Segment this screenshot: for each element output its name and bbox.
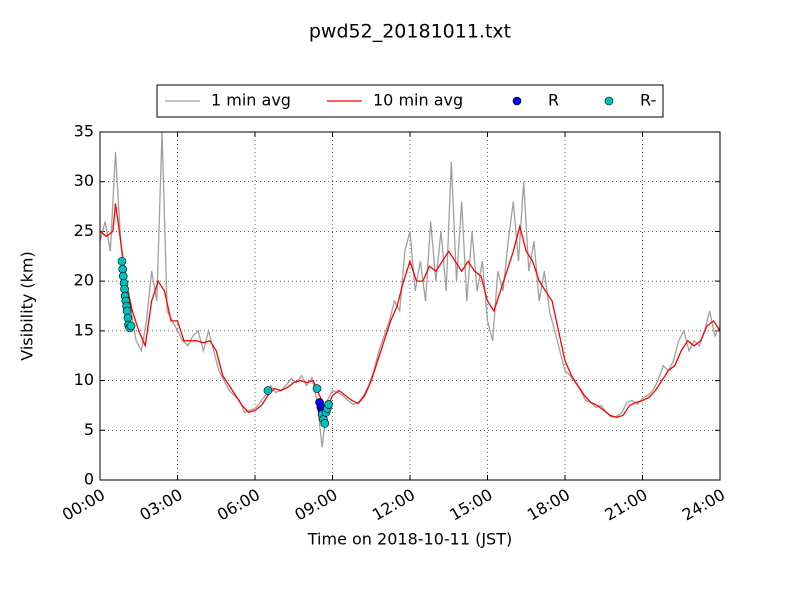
legend-label: 10 min avg <box>373 91 463 110</box>
y-tick-label: 30 <box>74 171 94 190</box>
data-point <box>324 400 333 409</box>
legend-swatch <box>512 96 522 106</box>
data-line <box>100 132 720 448</box>
x-axis-label: Time on 2018-10-11 (JST) <box>307 530 512 549</box>
y-tick-label: 25 <box>74 221 94 240</box>
y-axis-label: Visibility (km) <box>18 251 37 360</box>
legend-label: R- <box>640 91 656 110</box>
data-point <box>126 321 136 331</box>
data-line <box>100 203 720 419</box>
y-tick-label: 0 <box>84 470 94 489</box>
legend <box>156 84 664 118</box>
data-point <box>312 384 322 393</box>
data-point <box>117 256 127 266</box>
y-tick-label: 15 <box>74 320 94 339</box>
chart-title: pwd52_20181011.txt <box>309 21 511 43</box>
plot-frame <box>99 131 721 481</box>
legend-label: R <box>548 91 559 110</box>
y-tick-label: 20 <box>74 271 94 290</box>
data-point <box>263 386 273 395</box>
legend-label: 1 min avg <box>211 91 291 110</box>
y-tick-label: 10 <box>74 370 94 389</box>
y-tick-label: 35 <box>74 122 94 141</box>
legend-swatch <box>604 96 614 106</box>
data-point <box>320 419 330 428</box>
y-tick-label: 5 <box>84 420 94 439</box>
